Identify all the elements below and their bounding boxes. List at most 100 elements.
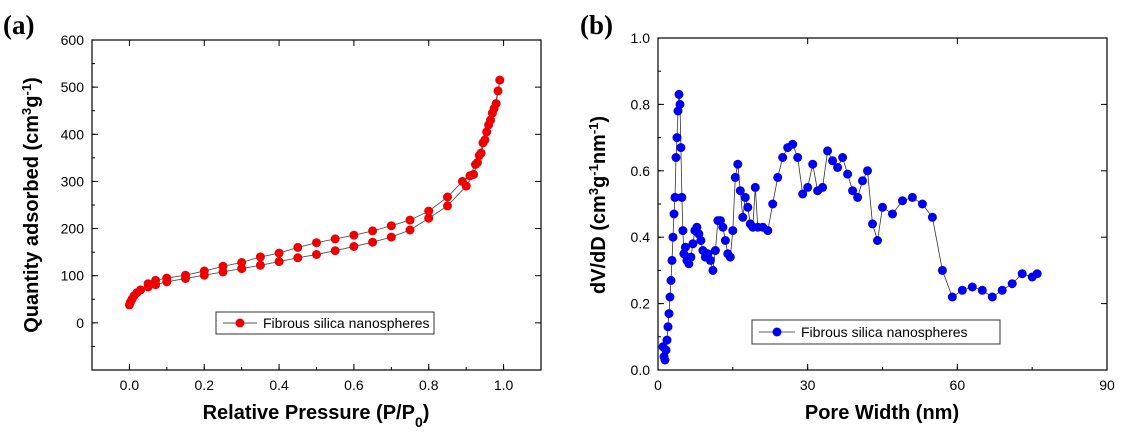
data-point — [696, 236, 706, 245]
data-point — [858, 176, 867, 186]
data-point — [773, 172, 783, 182]
data-point — [833, 163, 843, 172]
x-tick-label: 30 — [800, 377, 816, 393]
data-point — [778, 153, 788, 162]
data-point — [405, 225, 415, 235]
data-point — [666, 275, 676, 285]
data-point — [686, 252, 696, 262]
x-tick-label: 90 — [1099, 377, 1115, 393]
data-point — [495, 75, 505, 85]
data-point — [665, 292, 675, 302]
data-point — [143, 279, 153, 289]
data-point — [676, 143, 686, 153]
x-tick-label: 0.6 — [344, 377, 364, 393]
panel-a-series-points — [124, 75, 505, 310]
data-point — [386, 221, 396, 231]
panel-b-legend-marker — [772, 327, 782, 337]
data-point — [1032, 269, 1042, 279]
panel-b-letter: (b) — [580, 10, 613, 40]
data-point — [987, 292, 997, 302]
data-point — [330, 246, 340, 256]
data-point — [293, 253, 303, 263]
data-point — [803, 182, 813, 192]
data-point — [349, 230, 359, 240]
data-point — [848, 186, 858, 196]
data-point — [661, 345, 671, 355]
data-point — [349, 242, 359, 251]
data-point — [424, 206, 434, 216]
data-point — [977, 285, 987, 295]
y-tick-label: 400 — [61, 126, 85, 142]
data-point — [680, 242, 690, 252]
panel-a-y-ticks: 0 100 200 300 400 500 600 — [61, 32, 541, 371]
data-point — [255, 252, 265, 262]
data-point — [730, 172, 740, 182]
data-point — [465, 171, 475, 181]
data-point — [793, 153, 803, 162]
data-point — [668, 232, 678, 242]
data-point — [735, 186, 745, 196]
data-point — [478, 138, 488, 148]
y-tick-label: 600 — [61, 32, 85, 48]
data-point — [457, 176, 467, 186]
data-point — [674, 89, 684, 99]
data-point — [330, 234, 340, 244]
data-point — [669, 209, 679, 219]
data-point — [957, 285, 967, 295]
data-point — [386, 232, 396, 242]
x-tick-label: 0.2 — [195, 377, 215, 393]
y-tick-label: 0.8 — [631, 96, 651, 112]
y-tick-label: 0 — [76, 315, 84, 331]
data-point — [818, 182, 828, 192]
data-point — [725, 252, 735, 262]
panel-a-chart: (a) 0 100 200 300 400 500 600 0.0 0.2 0.4 0.6 0.8 1… — [3, 10, 542, 430]
data-point — [843, 169, 853, 179]
data-point — [863, 166, 872, 176]
data-point — [868, 219, 877, 229]
x-tick-label: 1.0 — [494, 377, 514, 393]
panel-a-letter: (a) — [3, 10, 34, 40]
y-tick-label: 1.0 — [631, 30, 651, 46]
data-point — [733, 159, 743, 169]
data-point — [151, 275, 161, 285]
data-point — [898, 196, 907, 206]
data-point — [705, 255, 715, 265]
data-point — [997, 285, 1007, 295]
panel-b-chart: (b) 0.0 0.2 0.4 0.6 0.8 1.0 0 30 60 90 Pore Widt… — [580, 10, 1115, 424]
data-point — [274, 248, 284, 258]
y-tick-label: 200 — [61, 221, 85, 237]
panel-b-legend-label: Fibrous silica nanospheres — [801, 324, 968, 340]
data-point — [493, 86, 503, 96]
data-point — [907, 192, 917, 202]
panel-a-x-ticks: 0.0 0.2 0.4 0.6 0.8 1.0 — [91, 40, 542, 393]
data-point — [368, 237, 378, 247]
panel-a-legend-label: Fibrous silica nanospheres — [263, 315, 430, 331]
panel-a-x-axis-title: Relative Pressure (P/P0) — [203, 402, 430, 430]
data-point — [947, 292, 957, 302]
y-tick-label: 300 — [61, 173, 85, 189]
data-point — [720, 236, 730, 245]
data-point — [917, 199, 927, 209]
data-point — [808, 159, 818, 169]
panel-b-legend: Fibrous silica nanospheres — [751, 319, 1001, 345]
data-point — [873, 236, 882, 245]
data-point — [927, 212, 937, 222]
data-point — [740, 192, 750, 202]
data-point — [853, 192, 863, 202]
data-point — [967, 282, 977, 292]
data-point — [443, 201, 452, 211]
y-tick-label: 0.4 — [631, 229, 651, 245]
data-point — [312, 238, 321, 248]
data-point — [255, 260, 265, 270]
panel-a-legend-marker — [235, 318, 245, 328]
data-point — [878, 202, 887, 212]
data-point — [471, 160, 480, 169]
y-tick-label: 500 — [61, 79, 85, 95]
panel-b-y-ticks: 0.0 0.2 0.4 0.6 0.8 1.0 — [631, 30, 1107, 378]
x-tick-label: 0 — [654, 377, 662, 393]
data-point — [688, 239, 698, 249]
panel-b-y-axis-title: dV/dD (cm3g-1nm-1) — [586, 116, 611, 294]
data-point — [743, 202, 753, 212]
data-point — [663, 322, 673, 332]
